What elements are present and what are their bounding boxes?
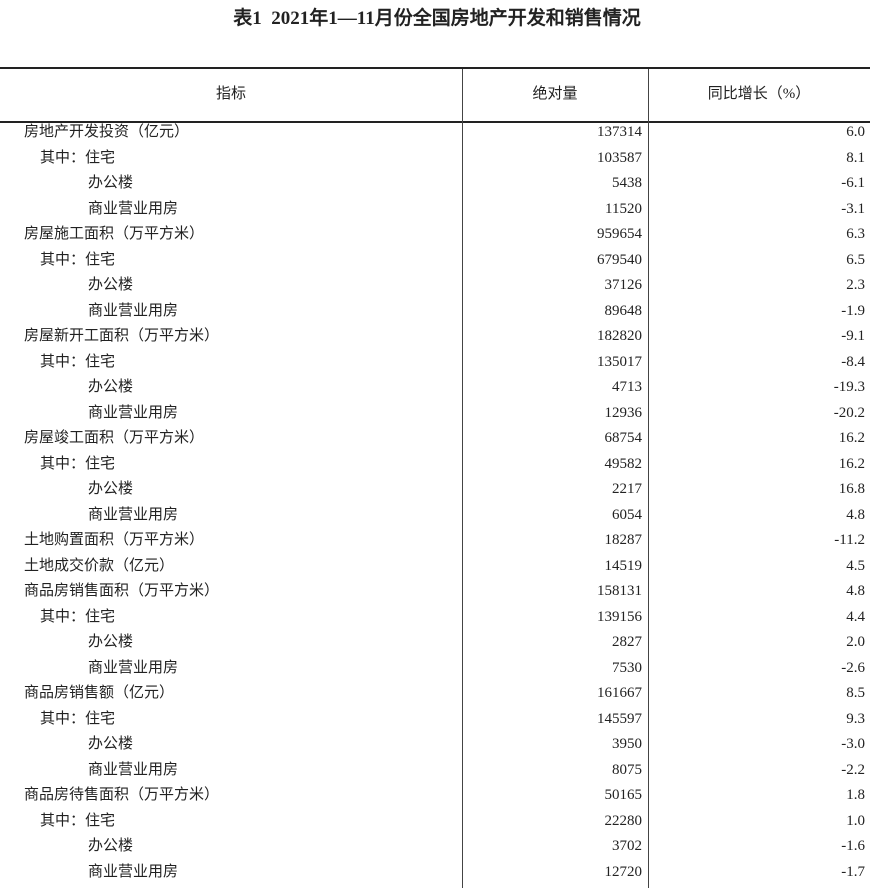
table-top-border <box>0 67 870 69</box>
absolute-value: 4713 <box>612 379 642 395</box>
yoy-growth: -3.1 <box>841 200 865 217</box>
row-label: 办公楼 <box>88 379 134 395</box>
absolute-value: 2217 <box>612 481 642 497</box>
row-label: 其中：住宅 <box>40 149 116 166</box>
yoy-growth: 4.8 <box>846 506 865 523</box>
yoy-growth: 16.2 <box>838 455 865 472</box>
absolute-value: 3950 <box>612 736 642 752</box>
row-label: 办公楼 <box>88 736 134 752</box>
absolute-value: 14519 <box>604 557 643 574</box>
row-label: 房屋新开工面积（万平方米） <box>24 328 220 344</box>
yoy-growth: -2.2 <box>841 761 865 778</box>
yoy-growth: 1.0 <box>846 812 865 829</box>
header-cell: 绝对量 <box>532 86 578 102</box>
yoy-growth: 1.8 <box>846 787 865 803</box>
row-label: 办公楼 <box>88 838 134 854</box>
absolute-value: 137314 <box>597 124 642 140</box>
row-label: 办公楼 <box>88 277 134 293</box>
yoy-growth: -20.2 <box>833 404 865 421</box>
yoy-growth: 2.0 <box>846 634 865 650</box>
absolute-value: 49582 <box>604 455 643 472</box>
row-label: 房屋竣工面积（万平方米） <box>24 430 205 446</box>
absolute-value: 161667 <box>597 685 642 701</box>
absolute-value: 6054 <box>612 506 642 523</box>
yoy-growth: 4.5 <box>846 557 865 574</box>
table-title: 表1 2021年1—11月份全国房地产开发和销售情况 <box>233 8 641 29</box>
header-cell: 同比增长（%） <box>707 86 811 102</box>
row-label: 商品房待售面积（万平方米） <box>24 787 220 803</box>
row-label: 其中：住宅 <box>40 353 116 370</box>
row-label: 商业营业用房 <box>88 863 179 880</box>
row-label: 土地购置面积（万平方米） <box>24 532 205 548</box>
absolute-value: 22280 <box>604 812 643 829</box>
row-label: 其中：住宅 <box>40 608 116 625</box>
row-label: 商品房销售面积（万平方米） <box>24 583 220 599</box>
yoy-growth: 6.3 <box>846 226 865 242</box>
row-label: 办公楼 <box>88 634 134 650</box>
column-divider <box>462 69 463 888</box>
row-label: 土地成交价款（亿元） <box>24 557 175 574</box>
absolute-value: 50165 <box>604 787 643 803</box>
row-label: 商业营业用房 <box>88 761 179 778</box>
row-label: 商业营业用房 <box>88 200 179 217</box>
absolute-value: 158131 <box>597 583 642 599</box>
yoy-growth: -19.3 <box>833 379 865 395</box>
yoy-growth: -1.6 <box>841 838 865 854</box>
absolute-value: 37126 <box>604 277 643 293</box>
yoy-growth: -3.0 <box>841 736 865 752</box>
yoy-growth: 2.3 <box>846 277 865 293</box>
yoy-growth: -11.2 <box>834 532 865 548</box>
absolute-value: 135017 <box>597 353 642 370</box>
yoy-growth: -6.1 <box>841 175 865 191</box>
row-label: 办公楼 <box>88 175 134 191</box>
absolute-value: 18287 <box>604 532 643 548</box>
yoy-growth: 4.8 <box>846 583 865 599</box>
yoy-growth: 8.1 <box>846 149 865 166</box>
absolute-value: 12720 <box>604 863 643 880</box>
absolute-value: 11520 <box>605 200 642 217</box>
row-label: 商业营业用房 <box>88 302 179 319</box>
yoy-growth: 16.2 <box>838 430 865 446</box>
row-label: 房屋施工面积（万平方米） <box>24 226 205 242</box>
row-label: 其中：住宅 <box>40 455 116 472</box>
yoy-growth: 8.5 <box>846 685 865 701</box>
row-label: 商品房销售额（亿元） <box>24 685 175 701</box>
absolute-value: 7530 <box>612 659 642 676</box>
absolute-value: 103587 <box>597 149 642 166</box>
row-label: 其中：住宅 <box>40 251 116 268</box>
yoy-growth: 6.0 <box>846 124 865 140</box>
row-label: 商业营业用房 <box>88 404 179 421</box>
absolute-value: 679540 <box>597 251 642 268</box>
absolute-value: 12936 <box>604 404 643 421</box>
yoy-growth: 4.4 <box>846 608 865 625</box>
absolute-value: 5438 <box>612 175 642 191</box>
absolute-value: 3702 <box>612 838 642 854</box>
absolute-value: 68754 <box>604 430 643 446</box>
yoy-growth: 6.5 <box>846 251 865 268</box>
row-label: 其中：住宅 <box>40 812 116 829</box>
row-label: 房地产开发投资（亿元） <box>24 124 190 140</box>
yoy-growth: -1.9 <box>841 302 865 319</box>
absolute-value: 2827 <box>612 634 642 650</box>
row-label: 商业营业用房 <box>88 506 179 523</box>
header-cell: 指标 <box>215 86 246 102</box>
row-label: 办公楼 <box>88 481 134 497</box>
header-bottom-border <box>0 121 870 123</box>
yoy-growth: -1.7 <box>841 863 865 880</box>
absolute-value: 959654 <box>597 226 642 242</box>
absolute-value: 182820 <box>597 328 642 344</box>
yoy-growth: 16.8 <box>838 481 865 497</box>
yoy-growth: 9.3 <box>846 710 865 727</box>
absolute-value: 139156 <box>597 608 642 625</box>
absolute-value: 89648 <box>604 302 643 319</box>
yoy-growth: -8.4 <box>841 353 865 370</box>
row-label: 其中：住宅 <box>40 710 116 727</box>
absolute-value: 8075 <box>612 761 642 778</box>
column-divider <box>648 69 649 888</box>
yoy-growth: -9.1 <box>841 328 865 344</box>
row-label: 商业营业用房 <box>88 659 179 676</box>
yoy-growth: -2.6 <box>841 659 865 676</box>
absolute-value: 145597 <box>597 710 642 727</box>
